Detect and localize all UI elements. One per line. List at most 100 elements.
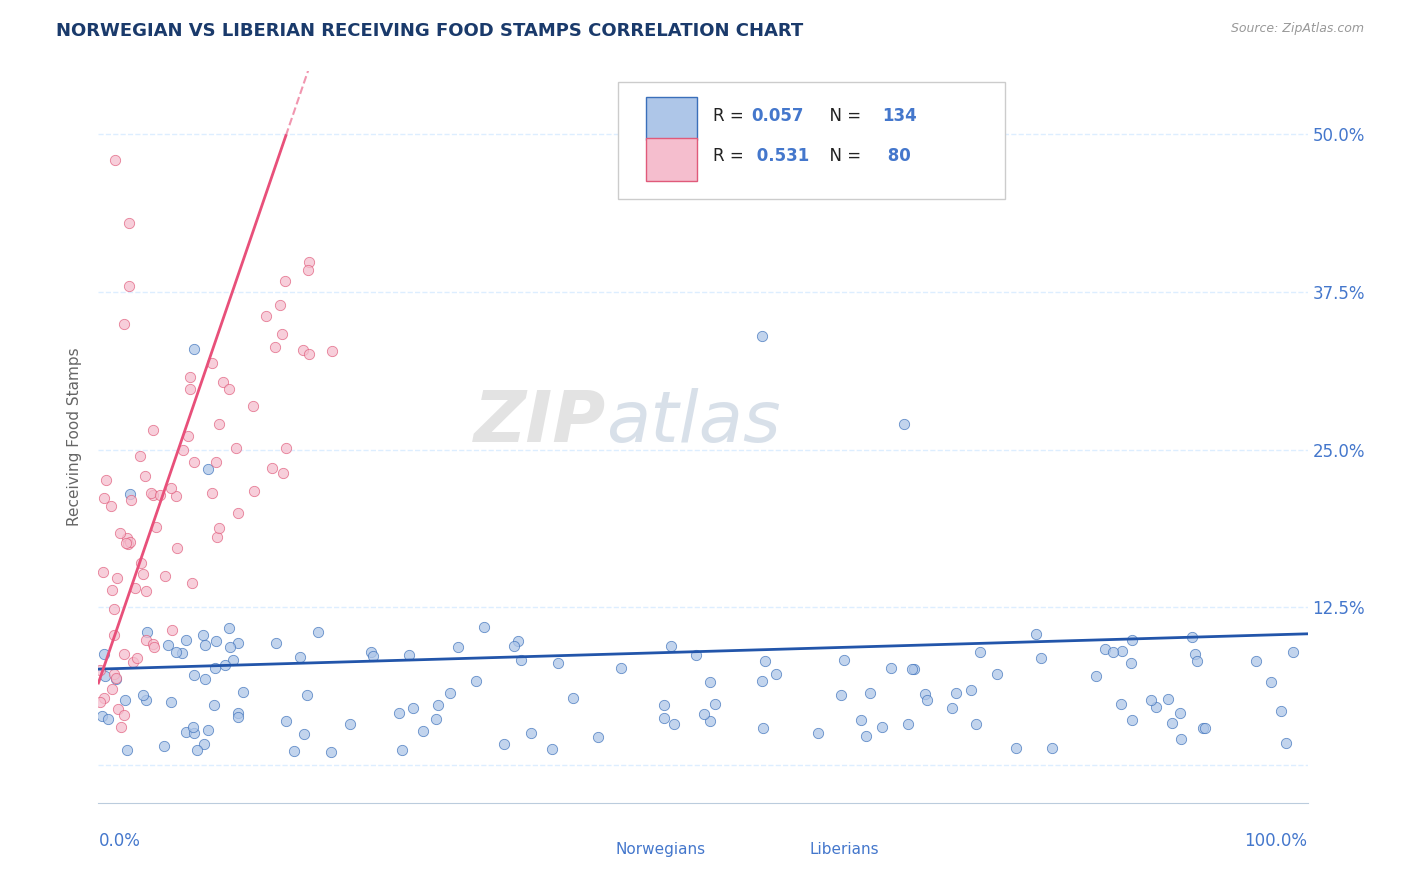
Point (1185, 654, 1208, 668)
Point (183, 342, 205, 356)
Point (228, 710, 250, 724)
Point (1157, 691, 1180, 706)
Point (1184, 647, 1206, 661)
Point (103, 628, 125, 642)
Point (1181, 630, 1204, 644)
Point (197, 461, 219, 475)
Point (402, 700, 425, 714)
Point (1040, 741, 1063, 756)
FancyBboxPatch shape (619, 82, 1005, 200)
Point (264, 636, 287, 650)
Point (93, 669, 115, 683)
Point (652, 698, 675, 712)
Point (298, 254, 321, 268)
Point (363, 649, 385, 664)
Point (1084, 669, 1107, 683)
Point (447, 640, 470, 655)
Point (870, 720, 893, 734)
Point (242, 483, 264, 498)
Point (132, 688, 155, 702)
Point (562, 690, 585, 705)
Point (93, 690, 115, 705)
Point (1244, 654, 1267, 668)
Text: N =: N = (820, 147, 866, 165)
Point (107, 702, 129, 716)
Point (96, 473, 118, 487)
Point (183, 725, 205, 739)
Point (242, 399, 264, 413)
Text: NORWEGIAN VS LIBERIAN RECEIVING FOOD STAMPS CORRELATION CHART: NORWEGIAN VS LIBERIAN RECEIVING FOOD STA… (56, 22, 803, 40)
Point (117, 216, 139, 230)
Point (915, 693, 938, 707)
Point (97, 712, 120, 726)
Point (893, 417, 915, 432)
Point (1170, 732, 1192, 747)
Point (941, 701, 963, 715)
Point (112, 707, 135, 722)
Point (218, 621, 240, 635)
Point (183, 455, 205, 469)
Point (226, 636, 249, 650)
Point (699, 675, 721, 690)
Point (115, 743, 138, 757)
Point (194, 638, 217, 652)
Text: ZIP: ZIP (474, 388, 606, 457)
Point (201, 356, 224, 370)
Point (166, 541, 188, 556)
Point (115, 536, 138, 550)
Point (183, 668, 205, 682)
Point (547, 657, 569, 671)
Point (830, 689, 852, 703)
Point (179, 369, 201, 384)
Point (165, 489, 187, 503)
Point (914, 687, 936, 701)
Text: 0.0%: 0.0% (98, 832, 141, 850)
Point (118, 535, 141, 549)
Point (103, 667, 125, 681)
Point (662, 717, 685, 731)
Point (859, 686, 882, 700)
Point (426, 698, 449, 712)
Point (232, 685, 254, 699)
Point (1094, 642, 1116, 657)
Point (141, 486, 163, 500)
Point (193, 737, 215, 751)
Point (1005, 740, 1028, 755)
Point (274, 441, 297, 455)
Point (207, 417, 229, 431)
Point (186, 742, 208, 756)
Point (254, 309, 277, 323)
Point (520, 726, 543, 740)
Point (101, 682, 124, 697)
Point (290, 649, 312, 664)
Point (360, 645, 382, 659)
Point (205, 530, 228, 544)
Point (506, 634, 529, 648)
Point (295, 688, 318, 702)
Point (321, 343, 343, 358)
Point (160, 695, 183, 709)
Point (214, 658, 236, 673)
Point (152, 739, 174, 753)
Point (202, 698, 225, 713)
Point (160, 624, 183, 638)
Point (472, 620, 495, 634)
Point (100, 499, 122, 513)
Point (439, 686, 461, 700)
Point (276, 714, 298, 728)
Point (754, 654, 776, 668)
Point (142, 487, 165, 501)
Point (228, 706, 250, 720)
Point (264, 340, 287, 354)
Point (91, 565, 114, 579)
Point (260, 461, 283, 475)
Point (1121, 713, 1143, 727)
Point (118, 487, 141, 501)
Point (117, 278, 139, 293)
FancyBboxPatch shape (579, 839, 612, 861)
Point (156, 638, 179, 652)
Point (1111, 644, 1133, 658)
Point (208, 521, 231, 535)
Point (170, 646, 193, 660)
Point (699, 714, 721, 728)
